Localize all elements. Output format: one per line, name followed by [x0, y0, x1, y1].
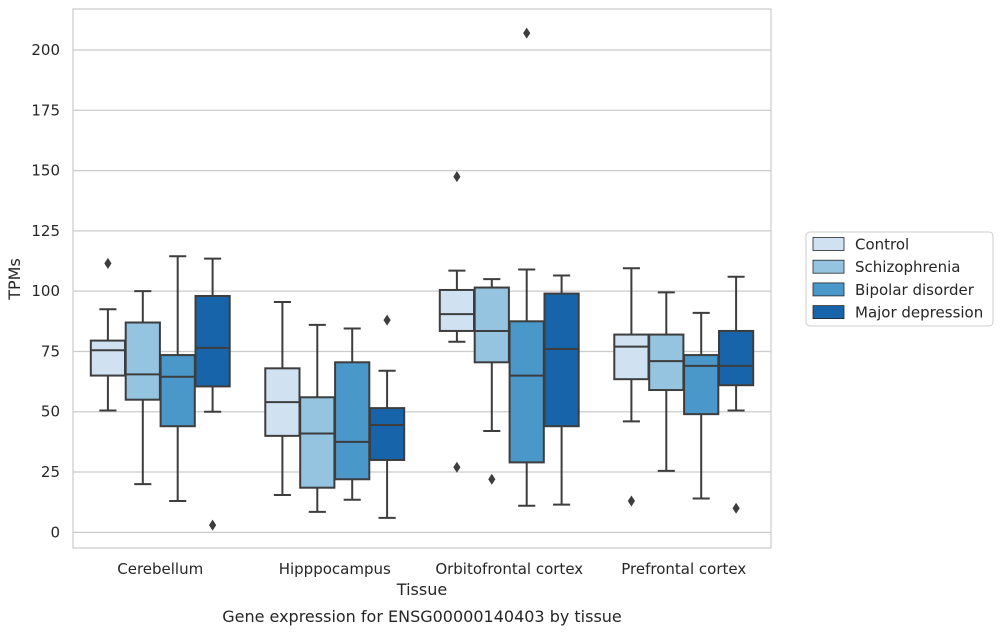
x-tick-label: Prefrontal cortex: [621, 560, 746, 578]
y-tick-label: 75: [41, 342, 60, 360]
box-1-0: [264, 301, 301, 496]
box-0-1: [124, 290, 161, 486]
legend-label-3: Major depression: [855, 304, 983, 322]
box-groups: [89, 27, 755, 531]
outlier-point: [383, 314, 391, 326]
box-iqr: [438, 288, 476, 332]
box-iqr: [89, 339, 127, 377]
box-2-3: [543, 274, 580, 506]
box-iqr: [159, 354, 196, 428]
outlier-point: [732, 502, 740, 514]
legend: Control Schizophrenia Bipolar disorder Majo…: [805, 231, 994, 327]
box-3-0: [613, 267, 650, 507]
outlier-point: [627, 495, 635, 507]
legend-swatch-3: [812, 305, 845, 320]
outlier-point: [104, 257, 112, 269]
legend-label-1: Schizophrenia: [855, 258, 960, 276]
y-tick-label: 150: [31, 162, 60, 180]
box-2-1: [473, 278, 510, 485]
box-1-2: [334, 327, 371, 501]
y-tick-label: 0: [50, 523, 60, 541]
y-tick-label: 125: [31, 222, 60, 240]
x-tick-label: Hipppocampus: [279, 560, 391, 578]
box-iqr: [194, 294, 231, 388]
y-tick-label: 25: [41, 463, 60, 481]
chart-caption: Gene expression for ENSG00000140403 by t…: [222, 607, 622, 626]
y-tick-label: 200: [31, 41, 60, 59]
box-iqr: [334, 361, 371, 481]
y-tick-label: 175: [31, 101, 60, 119]
box-3-2: [683, 311, 720, 500]
box-0-3: [194, 257, 231, 531]
outlier-point: [523, 27, 531, 39]
box-iqr: [473, 286, 510, 364]
legend-swatch-2: [812, 282, 845, 297]
x-tick-labels: Cerebellum Hipppocampus Orbitofrontal cort…: [117, 560, 746, 578]
x-axis-label: Tissue: [396, 580, 447, 599]
box-iqr: [299, 396, 336, 489]
box-iqr: [717, 329, 755, 387]
box-iqr: [124, 321, 161, 401]
legend-swatch-1: [812, 259, 845, 274]
outlier-point: [488, 473, 496, 485]
legend-label-0: Control: [855, 236, 909, 254]
box-iqr: [683, 354, 720, 416]
y-tick-label: 50: [41, 403, 60, 421]
box-1-1: [299, 323, 336, 513]
legend-label-2: Bipolar disorder: [855, 281, 975, 299]
y-axis-label: TPMs: [5, 258, 24, 301]
box-iqr: [508, 320, 545, 464]
outlier-point: [209, 519, 217, 531]
legend-frame: [805, 231, 994, 327]
box-3-1: [648, 291, 685, 472]
box-2-0: [438, 171, 476, 473]
box-iqr: [648, 333, 685, 392]
box-3-3: [717, 275, 755, 514]
y-tick-label: 100: [31, 282, 60, 300]
x-tick-label: Cerebellum: [117, 560, 203, 578]
y-tick-labels: 0 25 50 75 100 125 150 175 200: [31, 41, 60, 541]
box-iqr: [613, 333, 650, 381]
box-0-0: [89, 257, 127, 412]
outlier-point: [453, 461, 461, 473]
box-0-2: [159, 255, 196, 502]
box-1-3: [368, 314, 406, 519]
box-iqr: [543, 292, 580, 428]
x-tick-label: Orbitofrontal cortex: [435, 560, 583, 578]
box-2-2: [508, 27, 545, 507]
plot-area-frame: [72, 8, 772, 549]
box-iqr: [368, 407, 406, 461]
legend-swatch-0: [812, 237, 845, 251]
outlier-point: [453, 171, 461, 183]
